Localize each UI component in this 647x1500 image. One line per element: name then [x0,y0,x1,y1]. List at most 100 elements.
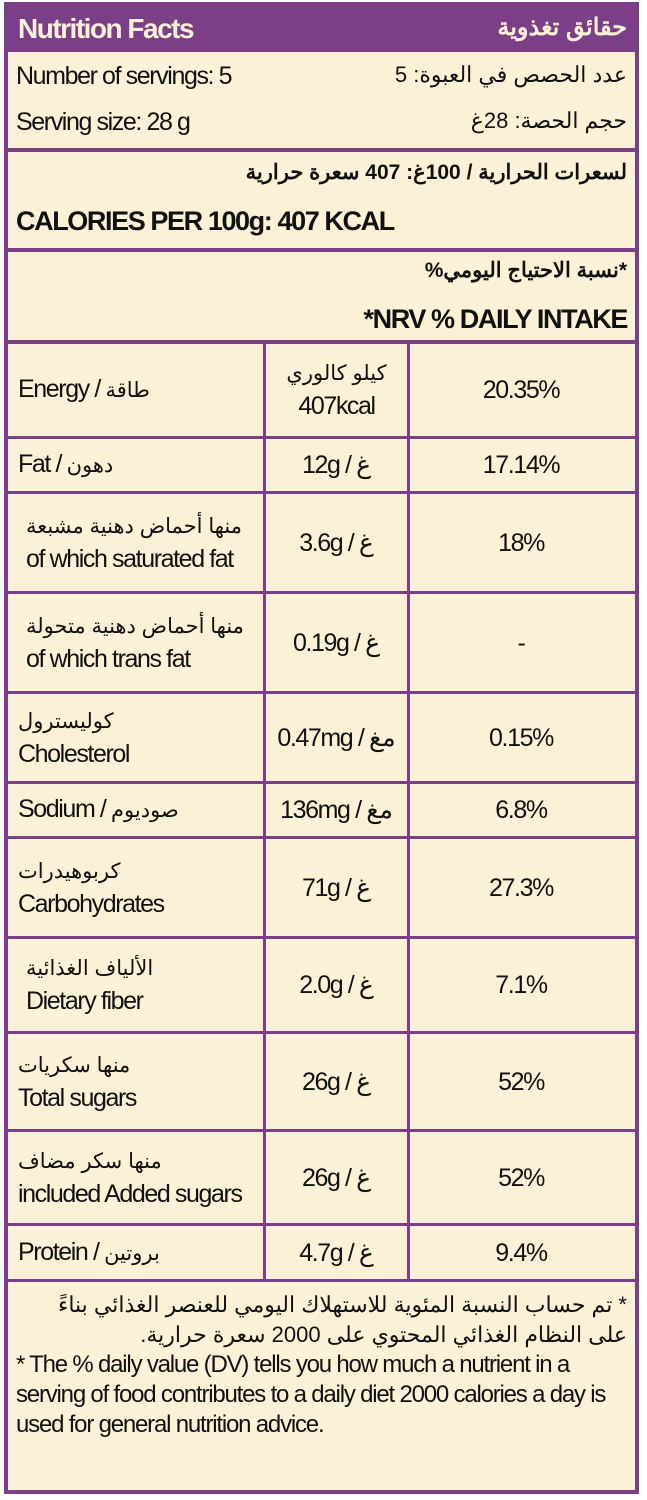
amount-value: 136mg / مغ [280,796,394,824]
nutrient-row: منها أحماض دهنية متحولة of which trans fa… [8,594,635,694]
nutrient-amount: 71g / غ [266,839,410,936]
nutrient-percent: 17.14% [407,439,635,491]
calories-en: CALORIES PER 100g: 407 KCAL [16,206,395,236]
nutrient-amount: كيلو كالوري 407kcal [266,344,410,436]
nutrient-name-en: Fat / [18,450,62,478]
nutrient-row: Protein / بروتين 4.7g / غ 9.4% [8,1226,635,1282]
nutrient-name: Fat / دهون [8,439,266,491]
percent-value: 20.35% [482,376,561,404]
title-en: Nutrition Facts [18,13,195,44]
nutrient-percent: 18% [407,494,635,591]
nutrient-amount: 3.6g / غ [266,494,410,591]
nutrient-row: Fat / دهون 12g / غ 17.14% [8,439,635,494]
nutrient-amount: 26g / غ [266,1034,410,1129]
percent-value: 9.4% [495,1238,548,1267]
nutrient-name-en: Sodium / [18,795,107,823]
nrv-section: *نسبة الاحتياج اليومي% *NRV % DAILY INTA… [8,252,635,344]
nutrient-name: منها أحماض دهنية متحولة of which trans fa… [8,594,266,691]
calories-ar: لسعرات الحرارية / 100غ: 407 سعرة حرارية [245,161,627,184]
nutrient-name-ar: منها أحماض دهنية مشبعة [26,514,242,538]
amount-value: 71g / غ [301,873,372,902]
percent-value: 52% [498,1067,545,1096]
nutrient-name-ar: طاقة [105,379,150,402]
nutrient-row: كوليسترول Cholesterol 0.47mg / مغ 0.15% [8,694,635,784]
nutrient-name-en: Dietary fiber [26,987,144,1015]
nutrient-name: كربوهيدرات Carbohydrates [8,839,266,936]
nrv-ar: *نسبة الاحتياج اليومي% [424,259,627,282]
nutrient-name-ar: كوليسترول [18,709,114,733]
amount-value: 4.7g / غ [299,1238,375,1267]
nutrient-name-ar: صوديوم [111,799,179,822]
calories-section: لسعرات الحرارية / 100غ: 407 سعرة حرارية … [8,152,635,252]
amount-value: 26g / غ [301,1067,372,1096]
nutrient-row: Sodium / صوديوم 136mg / مغ 6.8% [8,784,635,839]
percent-value: 7.1% [495,971,548,999]
nutrient-name-ar: بروتين [104,1241,160,1265]
percent-value: - [517,628,526,657]
nutrient-amount: 12g / غ [266,439,410,491]
nutrient-percent: 6.8% [407,784,635,836]
nutrient-percent: 9.4% [407,1226,635,1279]
nutrient-name: كوليسترول Cholesterol [8,694,266,781]
nutrient-name-en: of which trans fat [26,644,191,673]
amount-value: 407kcal [298,392,376,420]
footnote-en: * The % daily value (DV) tells you how m… [16,1351,606,1438]
nrv-en: *NRV % DAILY INTAKE [363,304,629,334]
serving-size-en: Serving size: 28 g [16,108,191,136]
nutrient-name-en: Carbohydrates [18,889,165,918]
nutrient-name: Protein / بروتين [8,1226,266,1279]
footnote-ar: * تم حساب النسبة المئوية للاستهلاك اليوم… [57,1292,627,1347]
nutrient-name-en: Protein / [18,1237,100,1266]
nutrient-row: منها سكر مضاف included Added sugars 26g / … [8,1132,635,1226]
nutrient-name-en: Cholesterol [18,739,130,768]
nutrient-percent: 27.3% [407,839,635,936]
label-header: Nutrition Facts حقائق تغذوية [8,6,635,52]
nutrient-name-en: Total sugars [18,1083,137,1112]
nutrient-row: كربوهيدرات Carbohydrates 71g / غ 27.3% [8,839,635,939]
percent-value: 52% [498,1163,545,1192]
nutrient-name-en: of which saturated fat [26,544,234,573]
nutrient-percent: - [407,594,635,691]
title-ar: حقائق تغذوية [497,14,627,41]
nutrient-name: منها سكر مضاف included Added sugars [8,1132,266,1223]
nutrient-name-ar: دهون [66,454,114,477]
nutrient-amount: 0.47mg / مغ [266,694,410,781]
amount-value: 0.19g / غ [292,628,382,657]
amount-value: 0.47mg / مغ [277,723,397,752]
amount-value: 26g / غ [301,1163,372,1192]
percent-value: 27.3% [489,873,554,902]
nutrient-percent: 20.35% [407,344,635,436]
nutrient-name-ar: منها سكريات [18,1053,131,1077]
nutrient-name: منها أحماض دهنية مشبعة of which saturated… [8,494,266,591]
nutrient-row: الألياف الغذائية Dietary fiber 2.0g / غ 7.1… [8,939,635,1034]
nutrient-row: منها أحماض دهنية مشبعة of which saturated… [8,494,635,594]
nutrient-percent: 52% [407,1132,635,1223]
nutrient-amount: 26g / غ [266,1132,410,1223]
nutrient-name: Sodium / صوديوم [8,784,266,836]
percent-value: 6.8% [495,796,548,824]
nutrient-name-en: included Added sugars [18,1179,243,1208]
nutrient-amount: 0.19g / غ [266,594,410,691]
servings-count-ar: عدد الحصص في العبوة: 5 [394,62,627,87]
servings-section: Number of servings: 5 عدد الحصص في العبو… [8,52,635,152]
servings-count-en: Number of servings: 5 [16,62,233,90]
nutrient-amount: 2.0g / غ [266,939,410,1031]
nutrient-name: منها سكريات Total sugars [8,1034,266,1129]
percent-value: 0.15% [489,723,554,752]
nutrient-name-ar: كربوهيدرات [18,859,121,883]
serving-size-ar: حجم الحصة: 28غ [470,108,627,133]
nutrient-name-ar: منها سكر مضاف [18,1149,162,1173]
nutrient-name: الألياف الغذائية Dietary fiber [8,939,266,1031]
amount-unit-ar: كيلو كالوري [286,362,387,385]
nutrient-percent: 0.15% [407,694,635,781]
nutrient-amount: 136mg / مغ [266,784,410,836]
amount-value: 2.0g / غ [299,971,375,999]
nutrient-name-ar: الألياف الغذائية [26,957,154,980]
percent-value: 18% [498,528,545,557]
nutrient-name: Energy / طاقة [8,344,266,436]
amount-value: 12g / غ [301,451,372,479]
amount-value: 3.6g / غ [299,528,375,557]
nutrient-row: Energy / طاقة كيلو كالوري 407kcal 20.35% [8,344,635,439]
nutrient-row: منها سكريات Total sugars 26g / غ 52% [8,1034,635,1132]
nutrition-label: Nutrition Facts حقائق تغذوية Number of s… [4,2,639,1494]
